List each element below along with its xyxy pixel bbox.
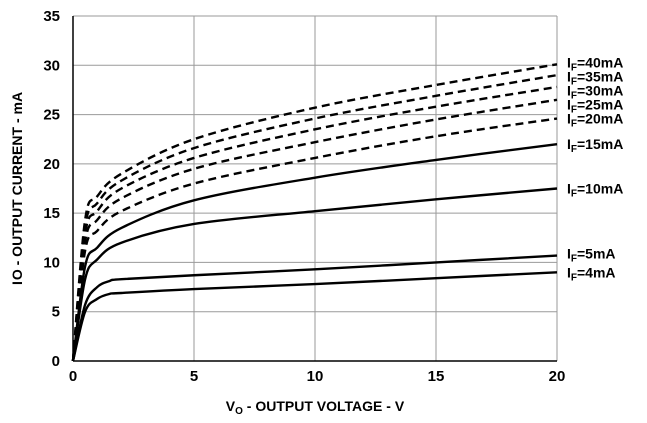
x-axis-title: VO - OUTPUT VOLTAGE - V <box>226 398 405 417</box>
y-tick-label: 5 <box>52 304 60 321</box>
series-curve <box>71 142 558 362</box>
series-curves <box>71 63 558 362</box>
y-tick-label: 10 <box>43 254 60 271</box>
series-label: IF=20mA <box>567 111 623 130</box>
series-label: IF=10mA <box>567 181 623 200</box>
y-axis-title: IO - OUTPUT CURRENT - mA <box>9 92 25 285</box>
series-label: IF=30mA <box>567 82 623 101</box>
y-tick-label: 35 <box>43 8 60 25</box>
series-label: IF=25mA <box>567 96 623 115</box>
series-label: IF=4mA <box>567 264 616 283</box>
y-tick-label: 20 <box>43 156 60 173</box>
y-tick-label: 15 <box>43 205 60 222</box>
x-tick-label: 5 <box>190 368 198 385</box>
series-label: IF=15mA <box>567 136 623 155</box>
x-tick-label: 15 <box>428 368 445 385</box>
axes <box>72 16 557 362</box>
gridlines <box>73 15 558 361</box>
y-tick-label: 25 <box>43 107 60 124</box>
series-label: IF=40mA <box>567 54 623 73</box>
series-label: IF=35mA <box>567 68 623 87</box>
series-curve <box>71 73 558 362</box>
series-curve <box>71 271 558 362</box>
x-tick-label: 0 <box>69 368 77 385</box>
series-curve <box>71 98 558 362</box>
x-tick-label: 10 <box>307 368 324 385</box>
x-tick-label: 20 <box>549 368 566 385</box>
series-curve <box>71 187 558 362</box>
series-curve <box>71 63 558 362</box>
y-tick-labels: 0 5 10 15 20 25 30 35 <box>43 8 60 370</box>
y-tick-label: 30 <box>43 57 60 74</box>
x-tick-labels: 0 5 10 15 20 <box>69 368 566 385</box>
series-curve <box>71 85 558 362</box>
series-label: IF=5mA <box>567 246 616 265</box>
series-curve <box>71 254 558 362</box>
y-tick-label: 0 <box>52 353 60 370</box>
